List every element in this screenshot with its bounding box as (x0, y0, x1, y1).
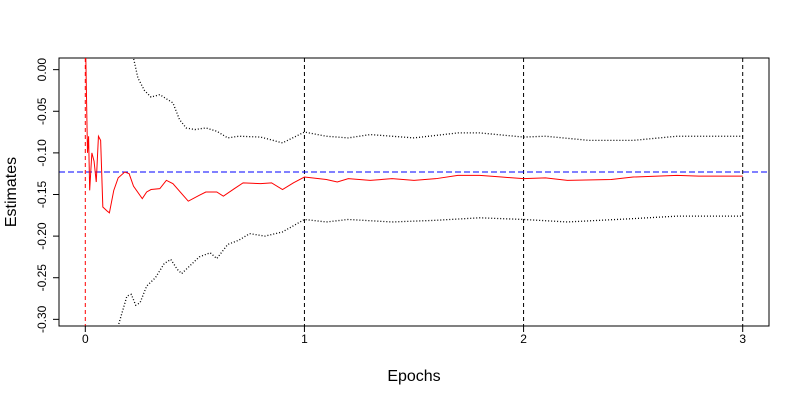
x-axis-label: Epochs (387, 368, 440, 385)
y-tick-label: -0.25 (35, 264, 49, 292)
y-tick-label: -0.20 (35, 222, 49, 250)
y-axis-label: Estimates (3, 157, 20, 227)
x-tick-label: 2 (520, 332, 527, 346)
x-tick-label: 1 (301, 332, 308, 346)
y-tick-label: 0.00 (35, 58, 49, 82)
estimate-line (85, 58, 743, 214)
y-tick-label: -0.15 (35, 180, 49, 208)
bound-line (132, 58, 743, 144)
x-tick-label: 3 (739, 332, 746, 346)
y-tick-label: -0.05 (35, 97, 49, 125)
y-tick-label: -0.30 (35, 305, 49, 333)
bound-line (117, 215, 743, 326)
y-tick-label: -0.10 (35, 139, 49, 167)
plot-area (59, 58, 769, 326)
x-tick-label: 0 (82, 332, 89, 346)
plot-box (58, 57, 770, 327)
